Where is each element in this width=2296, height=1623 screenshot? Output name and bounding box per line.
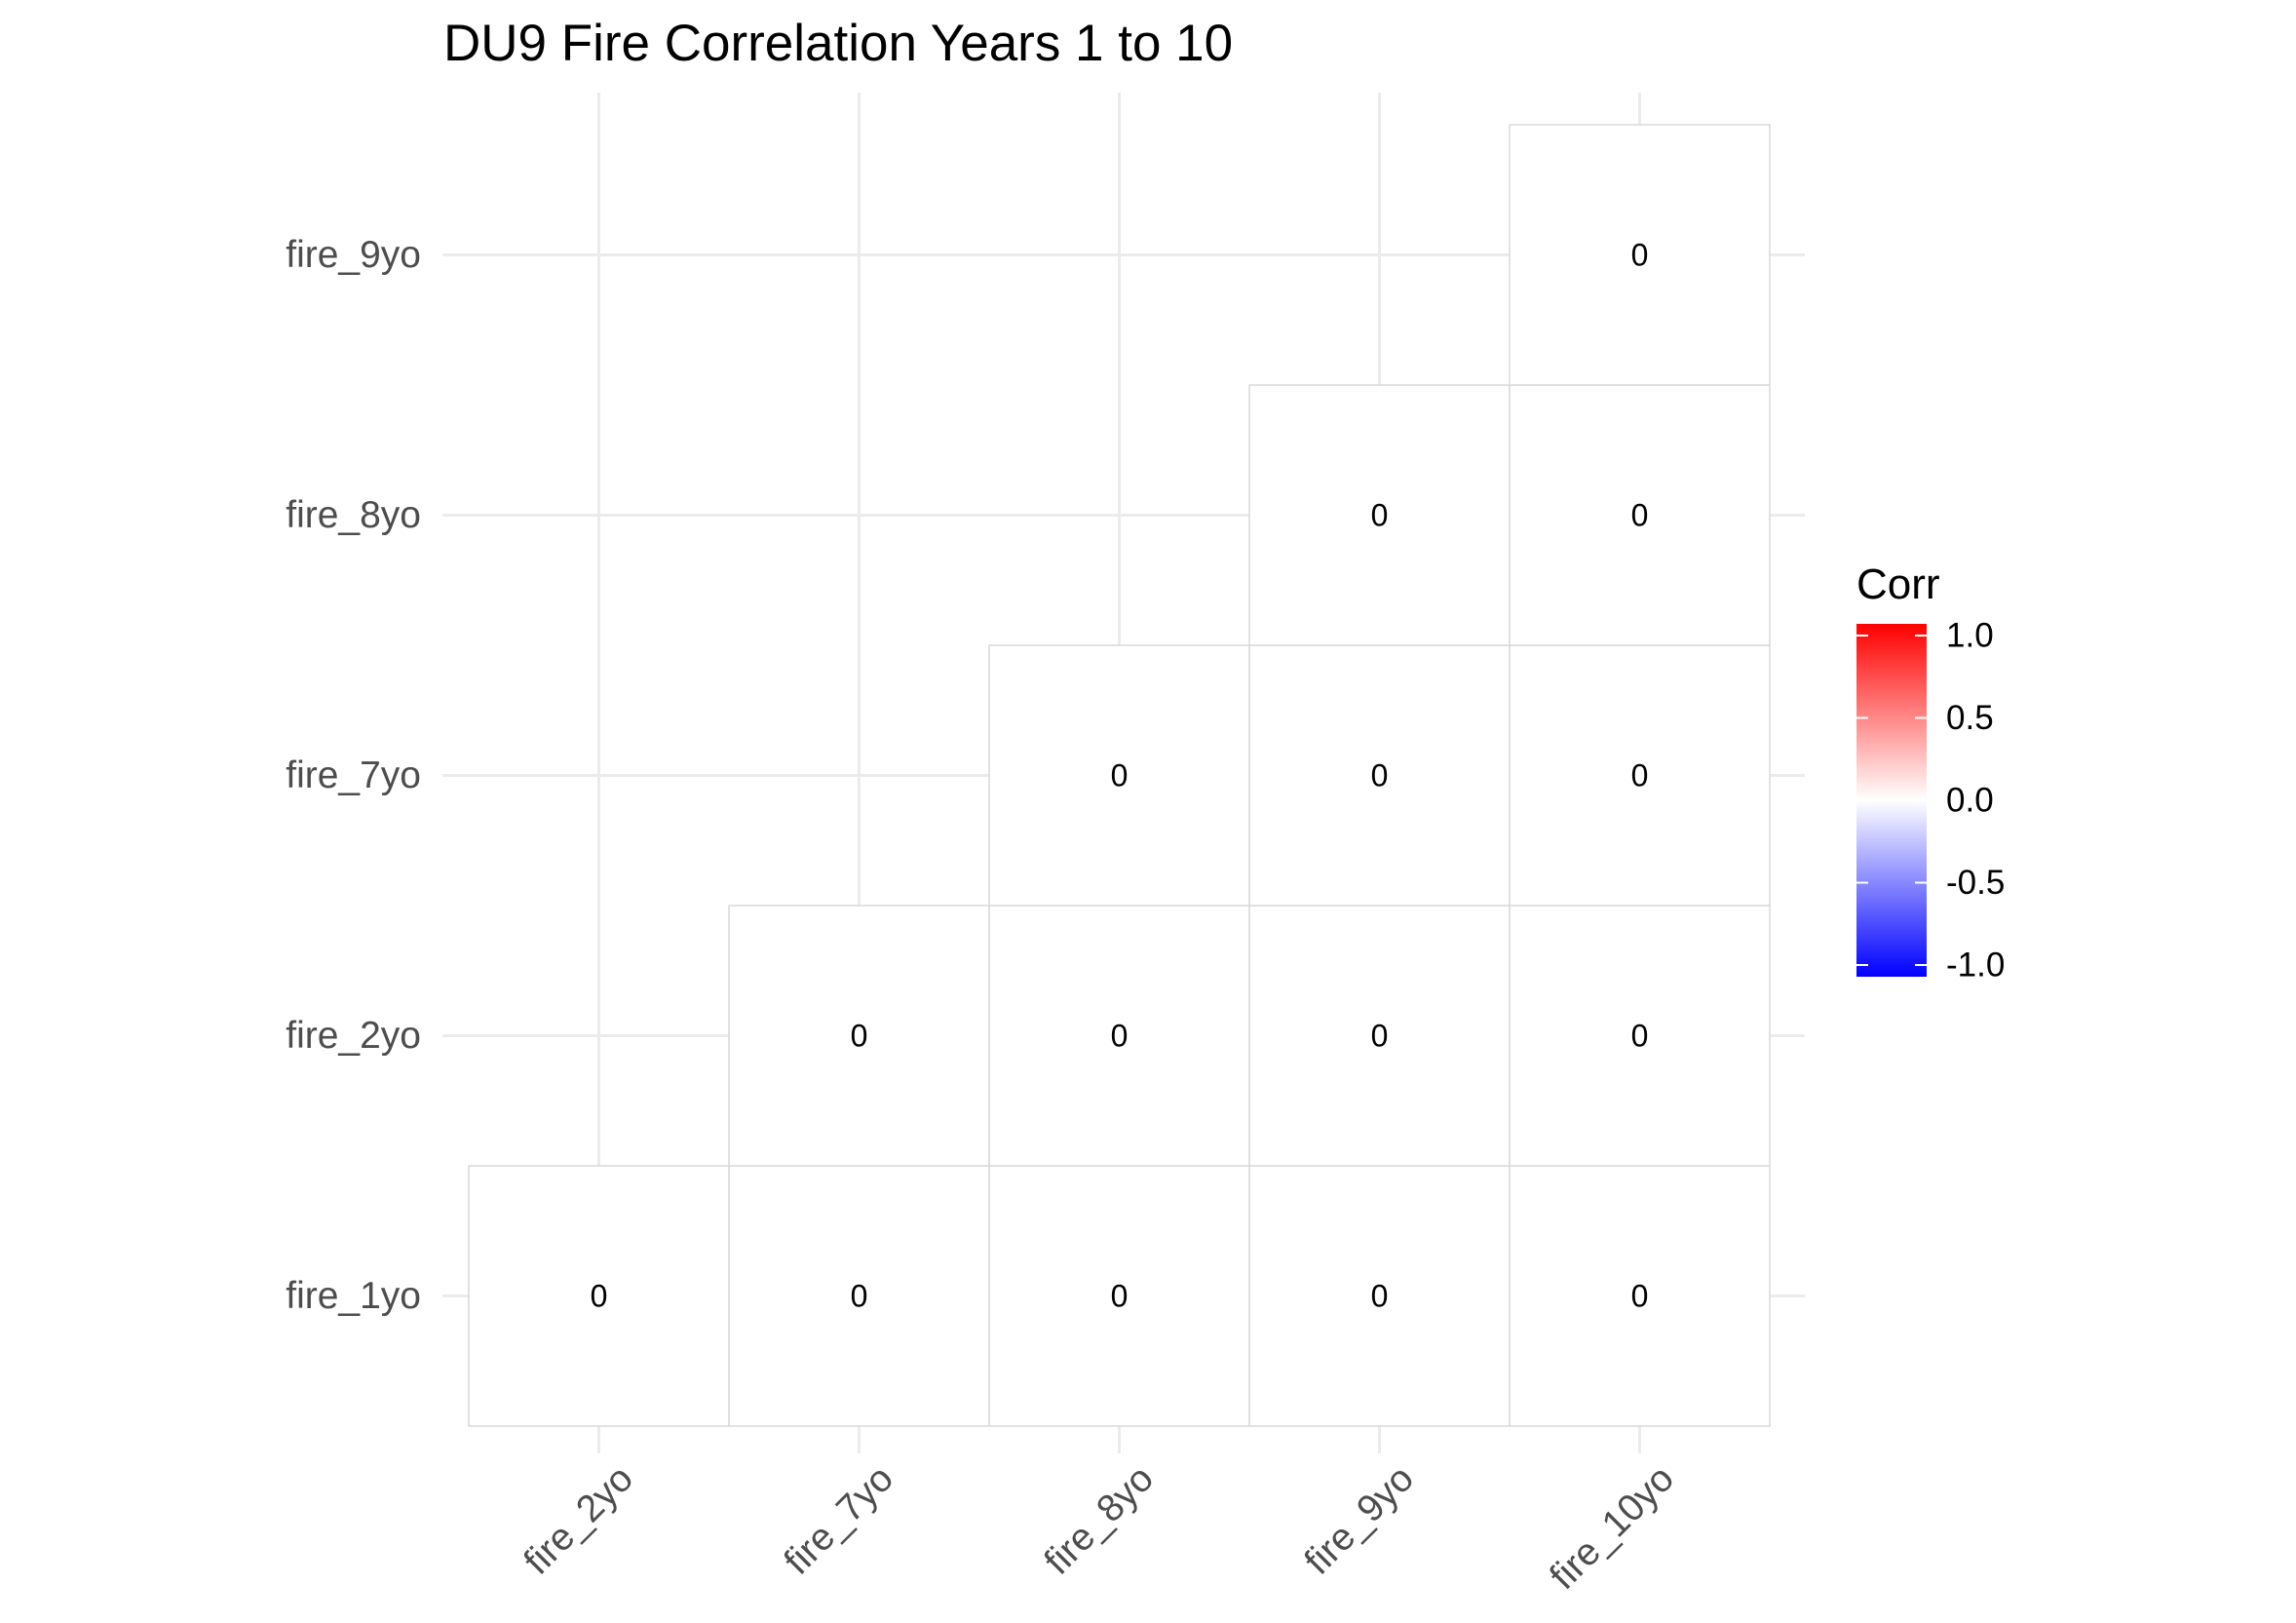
heatmap-tile xyxy=(1509,644,1771,907)
x-tick-label: fire_7yo xyxy=(777,1457,902,1583)
heatmap-tile xyxy=(1509,1165,1771,1427)
cell-value-label: 0 xyxy=(1111,1019,1129,1054)
y-tick-label: fire_9yo xyxy=(286,234,421,276)
cell-value-label: 0 xyxy=(1111,1279,1129,1314)
legend-label: 0.0 xyxy=(1946,782,1994,820)
heatmap-tile xyxy=(988,1165,1250,1427)
x-tick-label: fire_9yo xyxy=(1297,1457,1423,1583)
cell-labels: 0 0 0 0 0 0 0 0 0 0 0 0 0 0 0 xyxy=(591,238,1649,1314)
cell-value-label: 0 xyxy=(1371,1279,1389,1314)
heatmap-tile xyxy=(1248,384,1511,646)
x-tick-label: fire_2yo xyxy=(517,1457,642,1583)
chart-title: DU9 Fire Correlation Years 1 to 10 xyxy=(443,15,1233,72)
cell-value-label: 0 xyxy=(851,1019,868,1054)
legend-label: 0.5 xyxy=(1946,699,1994,737)
heatmap-tile xyxy=(988,905,1250,1167)
heatmap-tile xyxy=(1509,124,1771,386)
cell-value-label: 0 xyxy=(1111,758,1129,793)
x-tick-label: fire_8yo xyxy=(1037,1457,1163,1583)
heatmap-tile xyxy=(468,1165,730,1427)
heatmap-tile xyxy=(728,905,990,1167)
x-axis-tick-labels: fire_2yo fire_7yo fire_8yo fire_9yo fire_10y… xyxy=(517,1457,1683,1598)
cell-value-label: 0 xyxy=(1631,758,1649,793)
legend-label: -1.0 xyxy=(1946,947,2005,985)
cell-value-label: 0 xyxy=(1371,1019,1389,1054)
heatmap-tiles xyxy=(468,124,1771,1427)
heatmap-tile xyxy=(1248,644,1511,907)
heatmap-tile xyxy=(1509,905,1771,1167)
cell-value-label: 0 xyxy=(1631,498,1649,533)
cell-value-label: 0 xyxy=(1371,498,1389,533)
legend-ticks xyxy=(1856,635,1927,966)
heatmap-tile xyxy=(988,644,1250,907)
cell-value-label: 0 xyxy=(1371,758,1389,793)
cell-value-label: 0 xyxy=(1631,1019,1649,1054)
heatmap-tile xyxy=(728,1165,990,1427)
x-tick-label: fire_10yo xyxy=(1542,1457,1682,1598)
heatmap-tile xyxy=(1248,905,1511,1167)
cell-value-label: 0 xyxy=(1631,1279,1649,1314)
y-tick-label: fire_1yo xyxy=(286,1275,421,1317)
heatmap-tile xyxy=(1248,1165,1511,1427)
y-tick-label: fire_8yo xyxy=(286,494,421,536)
y-axis-tick-labels: fire_1yo fire_2yo fire_7yo fire_8yo fire_9yo xyxy=(286,234,421,1317)
y-tick-label: fire_2yo xyxy=(286,1015,421,1057)
legend-labels: 1.0 0.5 0.0 -0.5 -1.0 xyxy=(1946,617,2005,985)
legend-label: 1.0 xyxy=(1946,617,1994,655)
cell-value-label: 0 xyxy=(591,1279,608,1314)
legend-title: Corr xyxy=(1856,560,1940,608)
cell-value-label: 0 xyxy=(1631,238,1649,273)
y-tick-label: fire_7yo xyxy=(286,754,421,796)
cell-value-label: 0 xyxy=(851,1279,868,1314)
legend-label: -0.5 xyxy=(1946,864,2005,902)
color-legend: Corr 1.0 0.5 0.0 -0.5 -1.0 xyxy=(1856,560,2005,985)
